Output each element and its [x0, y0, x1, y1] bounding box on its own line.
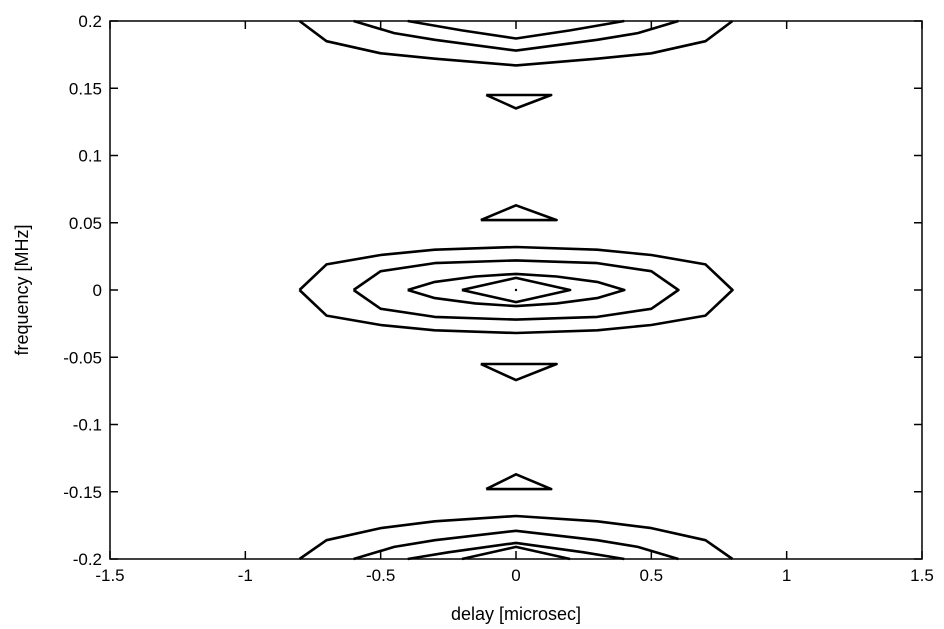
contour-top-level-2	[353, 19, 679, 52]
contour-bottom-level-1	[298, 514, 734, 561]
x-axis-label: delay [microsec]	[451, 604, 581, 624]
y-tick-label: 0.05	[69, 214, 102, 233]
contour-lines	[298, 19, 734, 561]
contour-central-level-2	[352, 259, 680, 321]
x-tick-label: 0.5	[640, 566, 664, 585]
x-tick-label: 0	[511, 566, 520, 585]
y-tick-label: 0	[93, 281, 102, 300]
y-tick-label: -0.05	[63, 348, 102, 367]
contour-central-level-3	[407, 272, 626, 308]
x-tick-label: 1.5	[910, 566, 934, 585]
contour-bottom-level-2	[353, 529, 679, 561]
x-tick-label: -0.5	[366, 566, 395, 585]
contour-top-level-1	[298, 19, 734, 67]
contour-side-lobe-minus-0.15	[485, 472, 553, 491]
y-tick-label: -0.1	[73, 416, 102, 435]
y-axis-label: frequency [MHz]	[12, 224, 32, 355]
y-tick-label: 0.2	[78, 12, 102, 31]
x-axis-ticks: -1.5 -1 -0.5 0 0.5 1 1.5	[95, 21, 934, 585]
contour-side-lobe-minus-0.05	[480, 362, 558, 382]
contour-bottom-level-3	[407, 541, 625, 561]
x-tick-label: -1	[238, 566, 253, 585]
y-tick-label: 0.15	[69, 79, 102, 98]
contour-top-level-3	[407, 19, 625, 40]
contour-central-level-1	[298, 245, 734, 335]
x-tick-label: 1	[782, 566, 791, 585]
contour-side-lobe-plus-0.15	[485, 93, 553, 110]
contour-side-lobe-plus-0.05	[480, 204, 558, 222]
contour-bottom-level-4	[461, 545, 571, 561]
contour-peak-dot	[514, 288, 518, 292]
y-tick-label: -0.15	[63, 483, 102, 502]
y-tick-label: -0.2	[73, 550, 102, 569]
contour-central-level-4	[461, 276, 572, 304]
y-axis-ticks: -0.2 -0.15 -0.1 -0.05 0 0.05 0.1 0.15 0.2	[63, 12, 922, 569]
y-tick-label: 0.1	[78, 147, 102, 166]
x-tick-label: -1.5	[95, 566, 124, 585]
